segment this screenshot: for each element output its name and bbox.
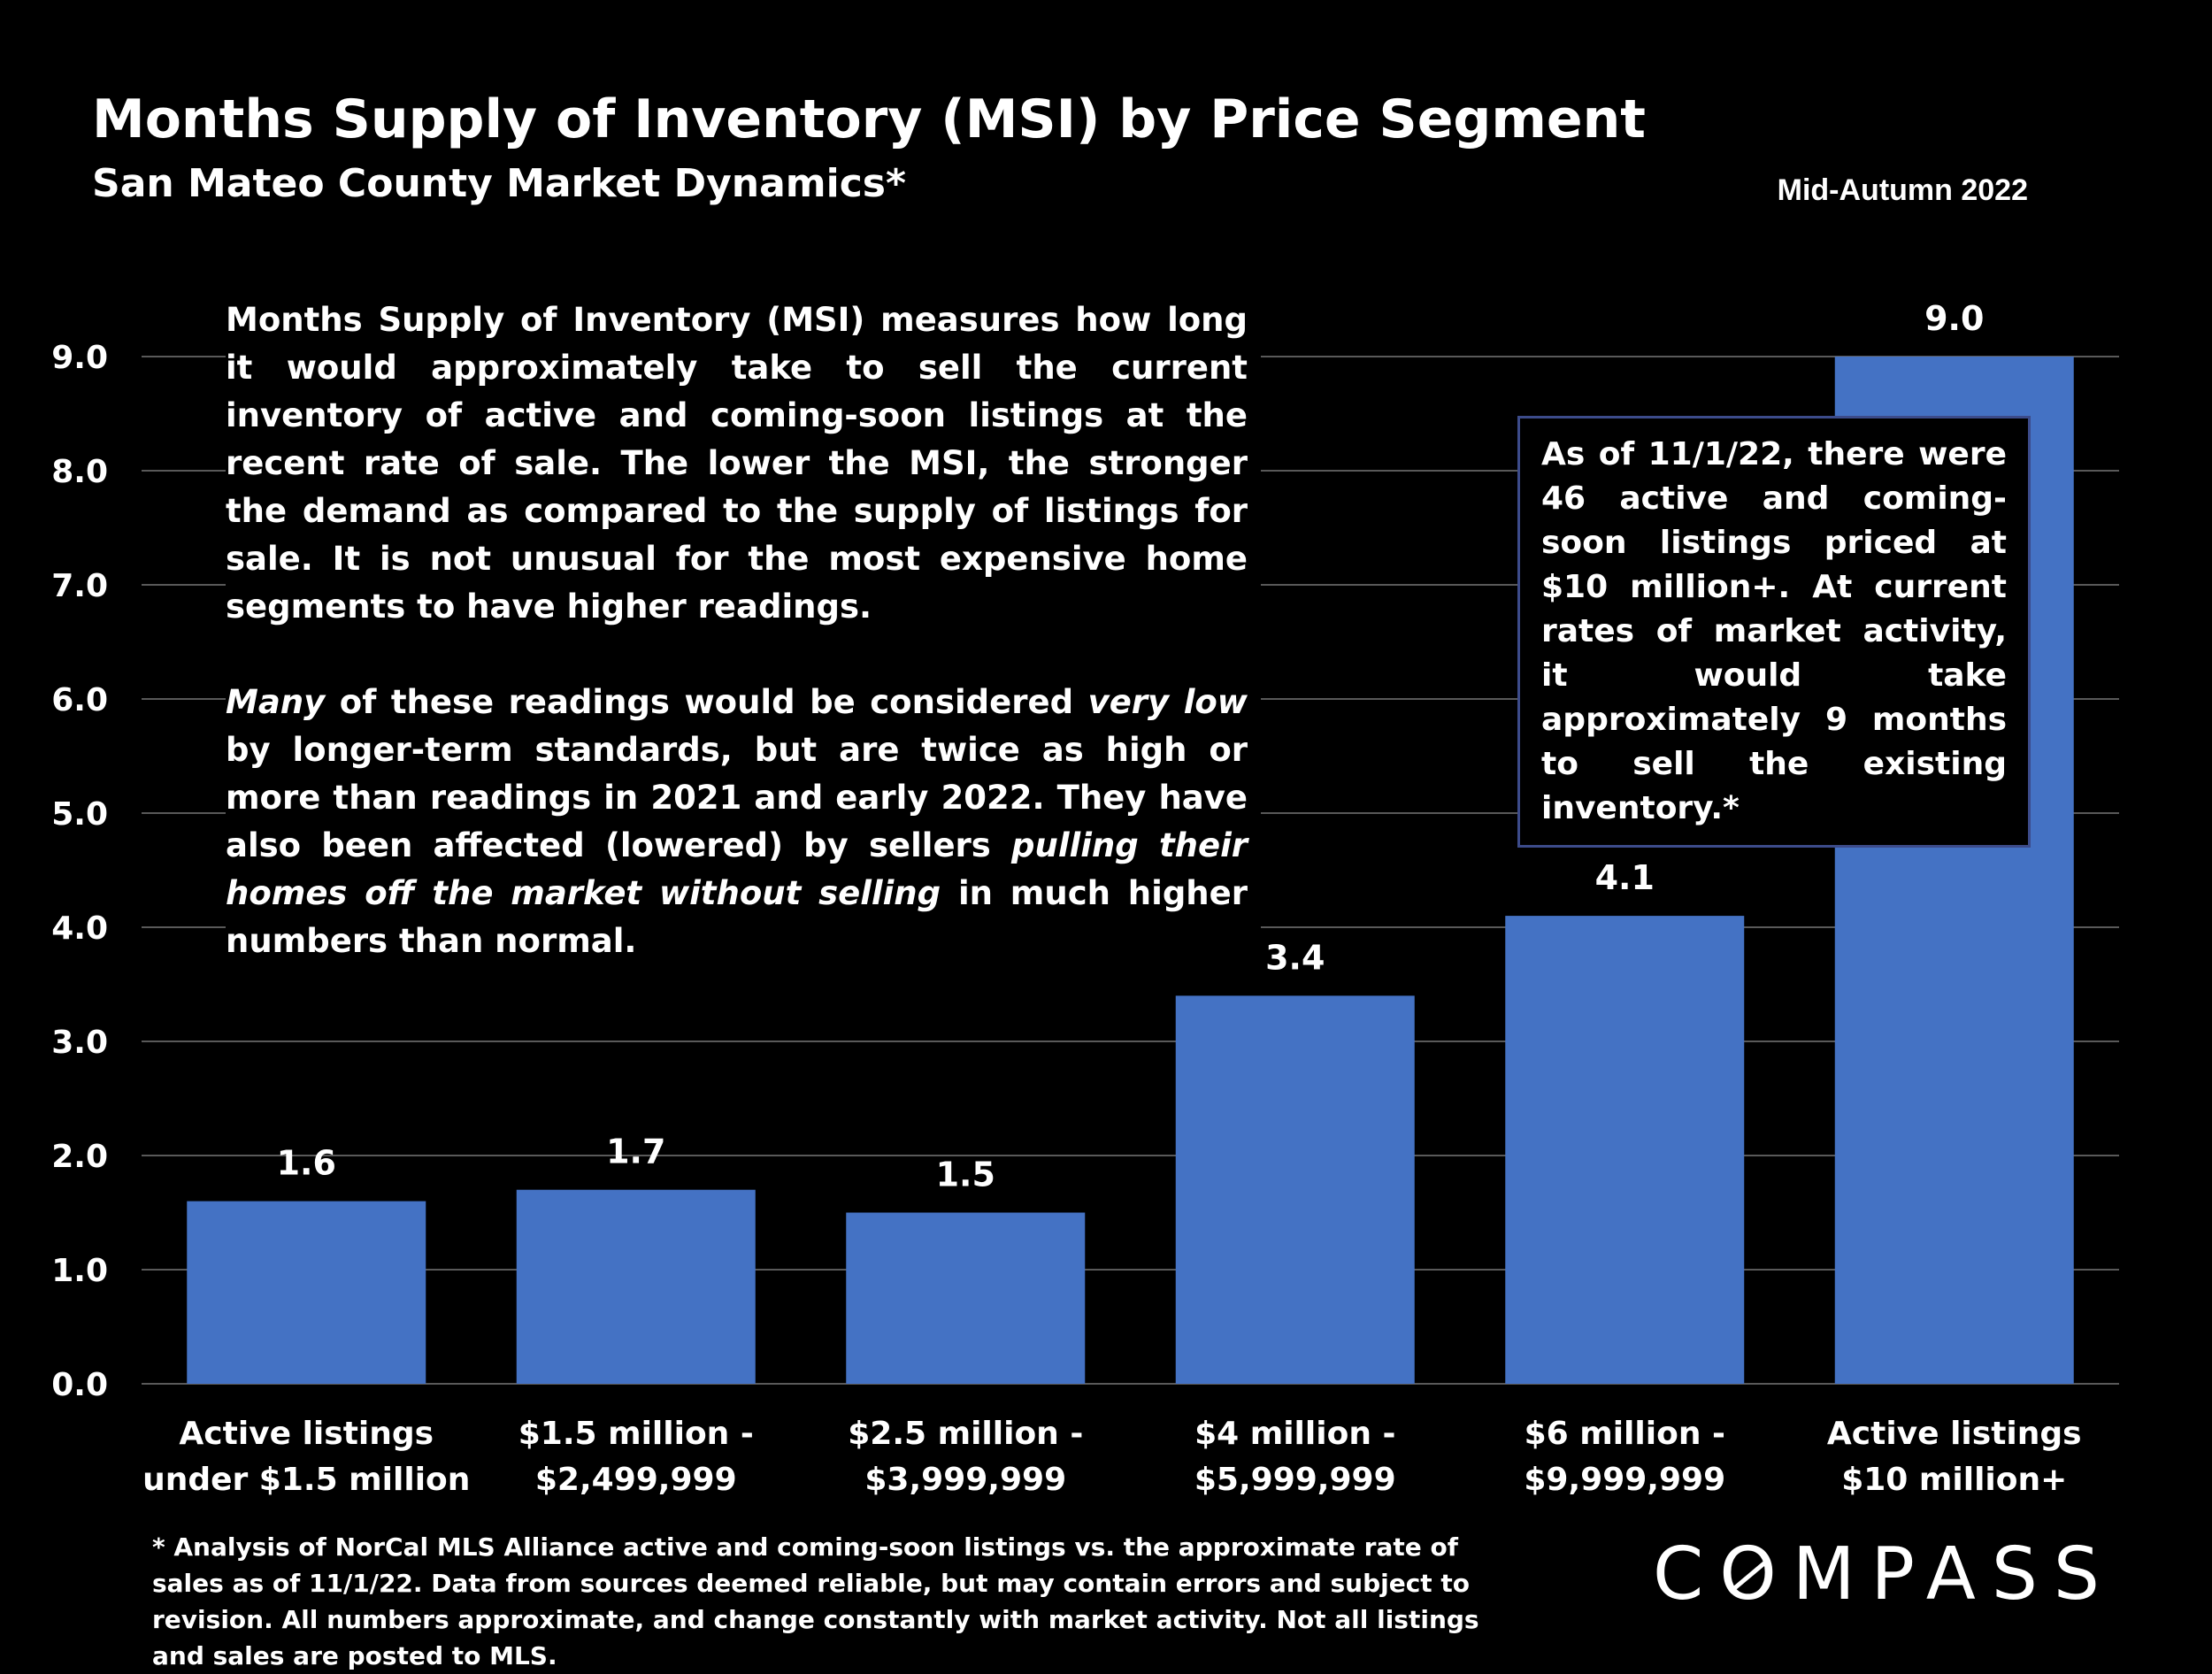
compass-logo: COMPASS <box>1653 1532 2116 1616</box>
intro-emphasis-pulling: pulling their homes off the market witho… <box>226 826 1248 912</box>
x-category-label: $6 million - <box>1525 1416 1725 1452</box>
x-category-label: $9,999,999 <box>1524 1462 1725 1498</box>
y-tick-label: 9.0 <box>51 340 108 376</box>
x-category-label: Active listings <box>1827 1416 2082 1452</box>
bar-value-label: 1.5 <box>936 1156 995 1194</box>
intro-text-run: of these readings would be considered <box>325 683 1088 721</box>
bar <box>187 1201 426 1384</box>
y-tick-label: 8.0 <box>51 454 108 490</box>
logo-letters: C <box>1653 1532 1720 1616</box>
y-tick-label: 1.0 <box>51 1253 108 1289</box>
intro-paragraph-1: Months Supply of Inventory (MSI) measure… <box>226 301 1248 626</box>
y-tick-label: 3.0 <box>51 1025 108 1061</box>
x-category-label: $10 million+ <box>1841 1462 2067 1498</box>
page-title: Months Supply of Inventory (MSI) by Pric… <box>92 88 1646 150</box>
bar-value-label: 1.6 <box>277 1144 336 1183</box>
bar-value-label: 4.1 <box>1595 858 1655 897</box>
y-tick-label: 5.0 <box>51 796 108 833</box>
x-category-label: $2,499,999 <box>535 1462 737 1498</box>
y-tick-label: 2.0 <box>51 1139 108 1175</box>
x-category-label: $2.5 million - <box>848 1416 1083 1452</box>
x-category-label: $1.5 million - <box>518 1416 754 1452</box>
bar-value-label: 3.4 <box>1265 938 1325 977</box>
logo-o-mark: O <box>1719 1532 1793 1616</box>
y-tick-label: 4.0 <box>51 910 108 947</box>
footnote: * Analysis of NorCal MLS Alliance active… <box>152 1532 1479 1670</box>
bar-value-label: 9.0 <box>1924 299 1984 338</box>
bar <box>846 1212 1086 1384</box>
callout-box: As of 11/1/22, there were 46 active and … <box>1517 416 2031 848</box>
x-category-label: $3,999,999 <box>864 1462 1066 1498</box>
intro-text-run: by longer-term standards, but are twice … <box>226 731 1248 864</box>
x-category-label: $5,999,999 <box>1194 1462 1396 1498</box>
intro-text-run: in much higher numbers than normal. <box>226 874 1248 960</box>
intro-emphasis-very-low: very low <box>1087 683 1248 721</box>
period-label: Mid-Autumn 2022 <box>1777 173 2028 207</box>
bar <box>1175 995 1415 1384</box>
intro-paragraph-2: Many of these readings would be consider… <box>226 679 1248 965</box>
intro-emphasis-many: Many <box>226 683 326 721</box>
x-category-label: Active listings <box>179 1416 434 1452</box>
x-category-label: $4 million - <box>1194 1416 1395 1452</box>
bar <box>516 1189 756 1384</box>
y-tick-label: 7.0 <box>51 568 108 604</box>
y-tick-label: 0.0 <box>51 1367 108 1403</box>
bar <box>1505 916 1745 1384</box>
logo-letters: MPASS <box>1792 1532 2116 1616</box>
intro-text: Months Supply of Inventory (MSI) measure… <box>226 296 1261 972</box>
x-category-label: under $1.5 million <box>142 1462 470 1498</box>
y-tick-label: 6.0 <box>51 682 108 718</box>
page-subtitle: San Mateo County Market Dynamics* <box>92 161 907 206</box>
bar-value-label: 1.7 <box>606 1133 665 1171</box>
